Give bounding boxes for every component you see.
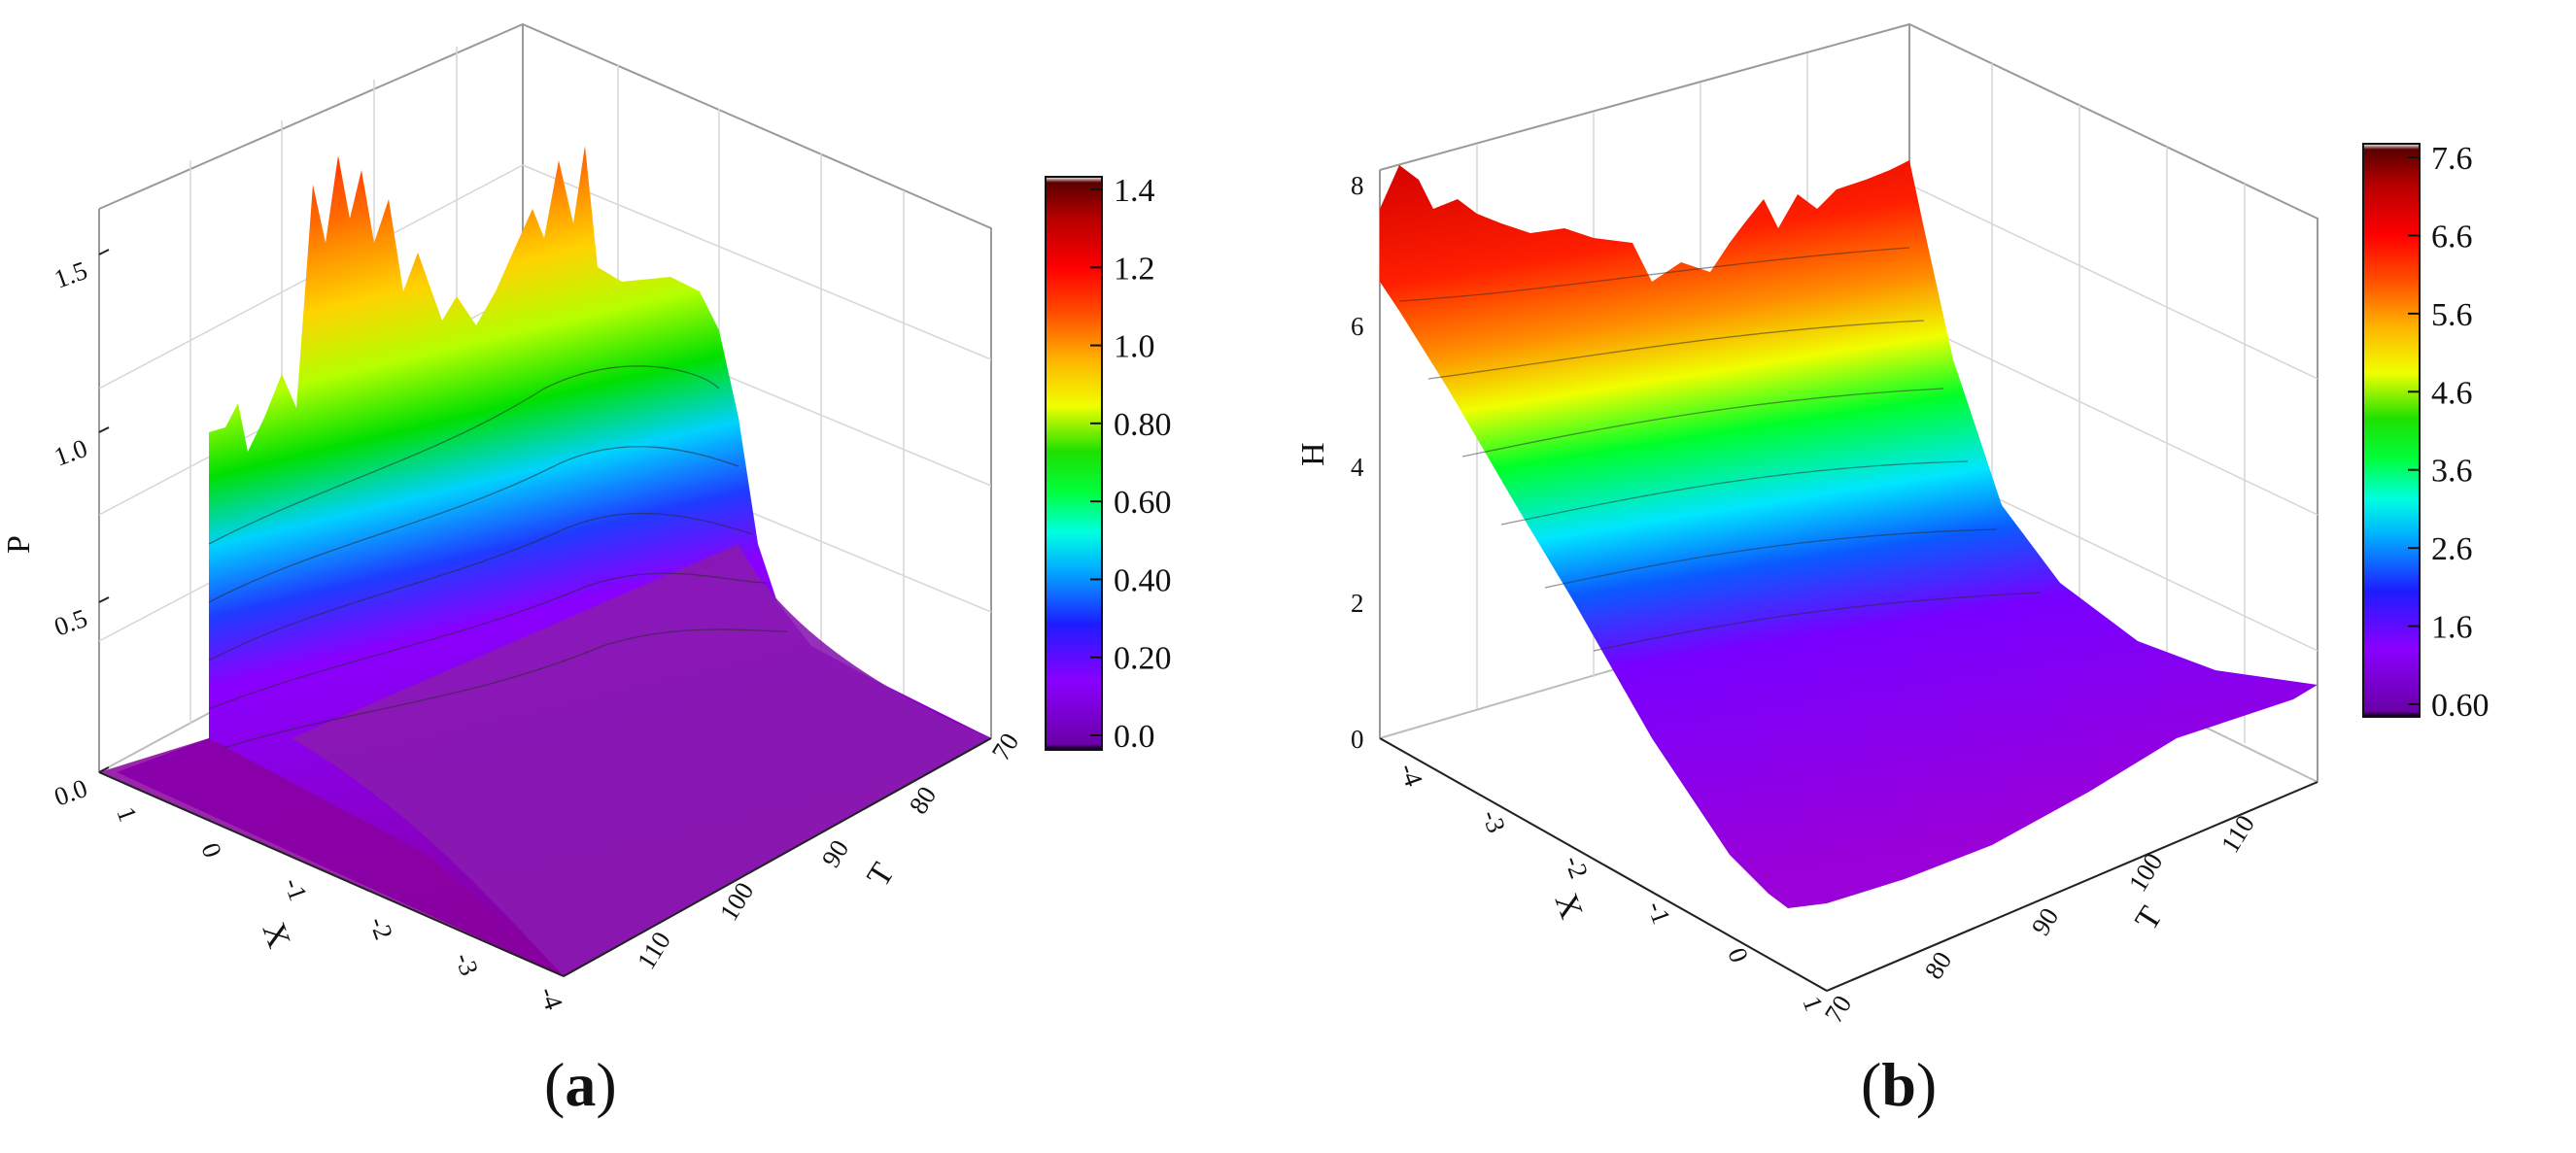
z-axis-label: P bbox=[1, 535, 37, 554]
x-axis-label: X bbox=[255, 918, 296, 953]
t-axis-label: T bbox=[860, 857, 902, 893]
colorbar-tick-label: 0.60 bbox=[1114, 485, 1172, 521]
colorbar-tick-label: 1.6 bbox=[2431, 610, 2473, 646]
z-tick-label: 1.5 bbox=[51, 255, 91, 294]
panel-b: 0 2 4 6 8 H -4 -3 -2 -1 0 1 X 70 80 90 1… bbox=[1295, 22, 2490, 1028]
t-tick-label: 110 bbox=[2215, 810, 2260, 858]
x-tick-label: -1 bbox=[278, 874, 313, 904]
t-tick-label: 90 bbox=[2026, 902, 2065, 940]
t-axis-label: T bbox=[2128, 900, 2170, 936]
x-tick-label: -3 bbox=[449, 949, 484, 979]
x-tick-label: -2 bbox=[1559, 852, 1594, 882]
colorbar-tick-label: 1.4 bbox=[1114, 173, 1155, 209]
x-tick-label: 0 bbox=[1722, 944, 1754, 966]
z-tick-label: 0.5 bbox=[51, 603, 91, 642]
panel-label-b: (b) bbox=[1861, 1050, 1938, 1119]
x-tick-label: 1 bbox=[111, 803, 143, 826]
z-tick-label: 4 bbox=[1351, 453, 1364, 482]
colorbar-tick-label: 0.60 bbox=[2431, 688, 2490, 724]
t-tick-label: 100 bbox=[2123, 848, 2169, 897]
z-tick-label: 6 bbox=[1351, 312, 1364, 341]
x-tick-label: -3 bbox=[1476, 806, 1511, 836]
colorbar-tick-label: 1.2 bbox=[1114, 251, 1155, 287]
colorbar-tick-label: 2.6 bbox=[2431, 531, 2473, 567]
colorbar-b: 7.6 6.6 5.6 4.6 3.6 2.6 1.6 0.60 bbox=[2362, 141, 2490, 724]
x-tick-label: -1 bbox=[1641, 898, 1676, 928]
panel-label-a: (a) bbox=[544, 1050, 617, 1119]
x-tick-label: -2 bbox=[363, 913, 398, 943]
surface-a bbox=[99, 146, 991, 976]
colorbar-tick-label: 0.40 bbox=[1114, 562, 1172, 598]
panel-letter-a: a bbox=[565, 1050, 597, 1119]
t-tick-label: 90 bbox=[816, 834, 855, 872]
surface-b bbox=[1380, 160, 2318, 908]
z-tick-label: 2 bbox=[1351, 589, 1364, 618]
t-tick-label: 80 bbox=[1919, 946, 1958, 984]
colorbar-tick-label: 1.0 bbox=[1114, 329, 1155, 365]
z-tick-label: 0 bbox=[1351, 725, 1364, 754]
colorbar-tick-label: 7.6 bbox=[2431, 141, 2473, 177]
x-axis-label: X bbox=[1547, 889, 1589, 924]
colorbar-tick-label: 5.6 bbox=[2431, 297, 2473, 333]
z-tick-label: 1.0 bbox=[51, 433, 91, 472]
z-axis-label: H bbox=[1295, 442, 1331, 466]
colorbar-b-ticks: 7.6 6.6 5.6 4.6 3.6 2.6 1.6 0.60 bbox=[2408, 141, 2490, 724]
colorbar-a-ticks: 1.4 1.2 1.0 0.80 0.60 0.40 0.20 0.0 bbox=[1090, 173, 1172, 755]
panel-a: 0.0 0.5 1.0 1.5 P 1 0 -1 -2 -3 -4 X 70 8… bbox=[1, 22, 1172, 1014]
colorbar-tick-label: 6.6 bbox=[2431, 219, 2473, 254]
colorbar-tick-label: 4.6 bbox=[2431, 375, 2473, 411]
z-tick-label: 8 bbox=[1351, 171, 1364, 200]
colorbar-tick-label: 0.80 bbox=[1114, 407, 1172, 443]
colorbar-tick-label: 3.6 bbox=[2431, 454, 2473, 490]
x-tick-label: 0 bbox=[195, 839, 227, 862]
z-axis-a: 0.0 0.5 1.0 1.5 P bbox=[1, 249, 110, 812]
colorbar-tick-label: 0.0 bbox=[1114, 719, 1155, 755]
colorbar-a: 1.4 1.2 1.0 0.80 0.60 0.40 0.20 0.0 bbox=[1045, 173, 1172, 755]
x-tick-label: -4 bbox=[1393, 760, 1428, 791]
colorbar-tick-label: 0.20 bbox=[1114, 641, 1172, 677]
t-tick-label: 80 bbox=[904, 781, 943, 819]
z-axis-b: 0 2 4 6 8 H bbox=[1295, 171, 1364, 754]
panel-letter-b: b bbox=[1881, 1050, 1916, 1119]
x-tick-label: -4 bbox=[533, 983, 568, 1014]
z-tick-label: 0.0 bbox=[51, 773, 91, 812]
